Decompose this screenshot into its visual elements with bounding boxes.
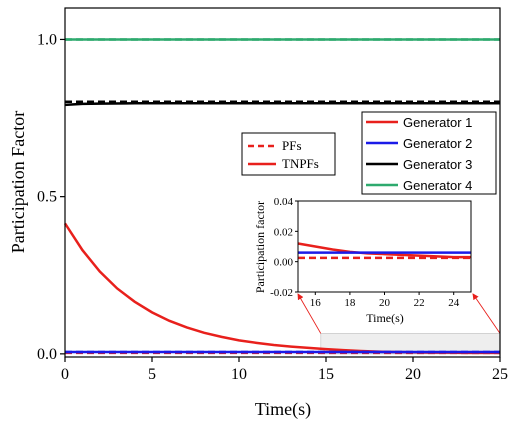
legend-pfs-label: PFs xyxy=(282,138,302,153)
inset-y-tick-label: 0.00 xyxy=(274,257,294,269)
x-tick-label: 0 xyxy=(61,366,69,383)
inset-x-tick-label: 18 xyxy=(344,297,356,309)
zoom-connector-right xyxy=(472,293,501,334)
y-tick-label: 0.0 xyxy=(37,346,57,363)
inset-y-tick-label: 0.04 xyxy=(274,196,294,208)
inset-chart: 16 18 20 22 24 -0.02 0.00 0.02 0.04 Time(s) Part… xyxy=(253,196,472,325)
inset-y-tick-label: 0.02 xyxy=(274,226,293,238)
zoom-connector-left xyxy=(297,293,322,334)
inset-x-tick-label: 20 xyxy=(379,297,391,309)
legend-tnpfs-label: TNPFs xyxy=(282,156,319,171)
generator-legend: Generator 1 Generator 2 Generator 3 Gene… xyxy=(361,111,497,195)
main-series-lines xyxy=(63,38,500,355)
legend-generator-4-label: Generator 4 xyxy=(403,178,472,193)
series-line-generator-3-solid xyxy=(64,102,500,107)
legend-generator-1-label: Generator 1 xyxy=(403,115,472,130)
inset-background xyxy=(298,201,471,292)
inset-axis-ticks: 16 18 20 22 24 -0.02 0.00 0.02 0.04 xyxy=(270,196,460,309)
y-axis-title: Participation Factor xyxy=(8,111,28,253)
x-tick-label: 10 xyxy=(231,366,247,383)
inset-x-tick-label: 22 xyxy=(414,297,425,309)
y-tick-label: 0.5 xyxy=(37,189,57,206)
x-axis-title: Time(s) xyxy=(255,399,311,420)
line-style-legend: PFs TNPFs xyxy=(241,132,336,176)
x-tick-label: 15 xyxy=(318,366,334,383)
inset-series-line-generator-1-solid xyxy=(297,242,471,259)
inset-y-axis-title: Participation factor xyxy=(253,201,267,293)
main-plot-frame xyxy=(64,7,501,358)
inset-series-lines xyxy=(297,242,471,260)
y-tick-label: 1.0 xyxy=(37,31,57,48)
generator-legend-box xyxy=(361,111,497,195)
x-tick-label: 5 xyxy=(148,366,156,383)
main-axis-ticks: 0 5 10 15 20 25 0.0 0.5 1.0 xyxy=(37,31,508,383)
inset-x-tick-label: 16 xyxy=(310,297,322,309)
legend-generator-3-label: Generator 3 xyxy=(403,157,472,172)
x-tick-label: 20 xyxy=(405,366,421,383)
inset-y-tick-label: -0.02 xyxy=(270,287,293,299)
x-tick-label: 25 xyxy=(492,366,508,383)
inset-x-tick-label: 24 xyxy=(448,297,460,309)
line-style-legend-box xyxy=(241,132,336,176)
legend-generator-2-label: Generator 2 xyxy=(403,136,472,151)
inset-x-axis-title: Time(s) xyxy=(366,311,404,325)
